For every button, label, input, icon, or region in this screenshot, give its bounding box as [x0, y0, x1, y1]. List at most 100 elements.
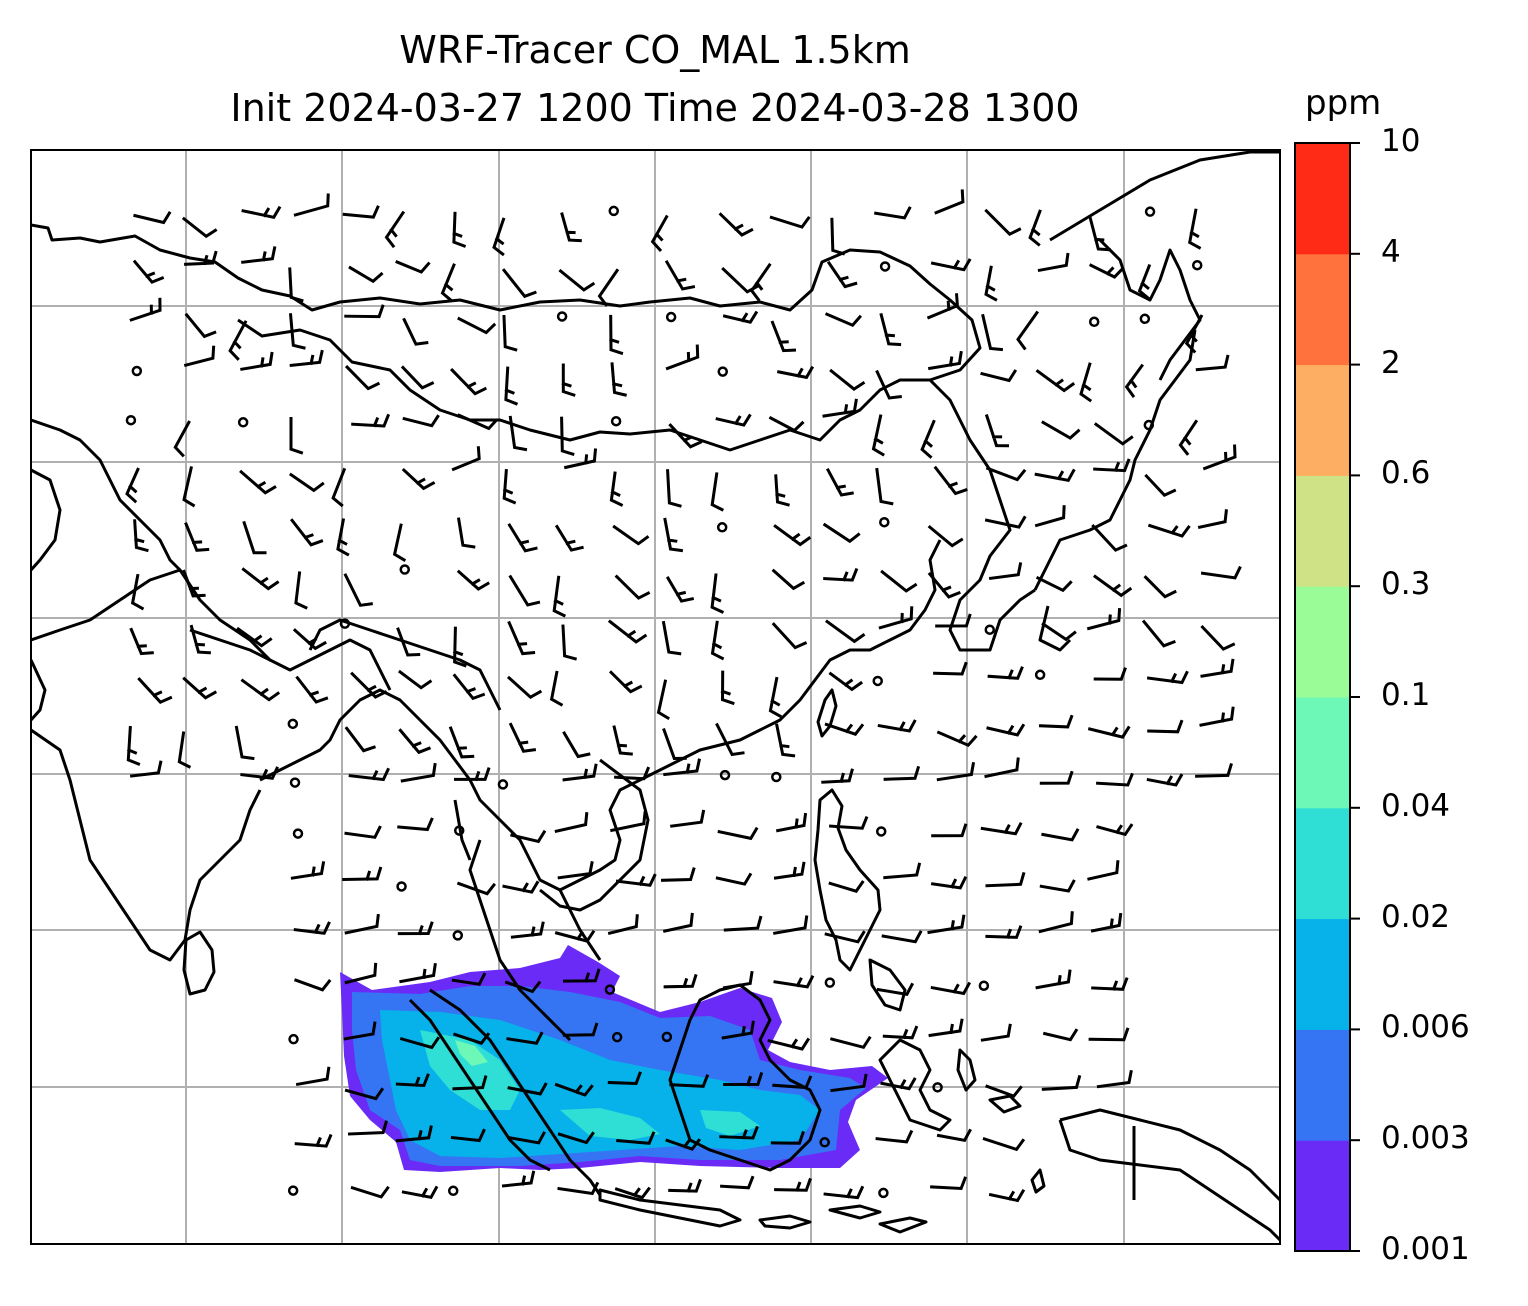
- wind-barb: [723, 915, 763, 932]
- wind-barb: [507, 1082, 548, 1096]
- wind-barb: [289, 518, 324, 547]
- colorbar-segment: [1295, 475, 1350, 587]
- wind-barb: [1090, 912, 1123, 933]
- wind-barb: [610, 362, 628, 397]
- wind-barb: [451, 972, 487, 986]
- wind-barb: [449, 367, 488, 396]
- wind-barb: [1200, 624, 1236, 651]
- wind-barb: [662, 727, 687, 761]
- wind-barb: [402, 317, 429, 346]
- wind-barb: [933, 465, 968, 496]
- wind-barb: [1199, 706, 1235, 727]
- wind-barb: [597, 268, 620, 307]
- wind-barb: [825, 467, 854, 497]
- calm-wind-marker: [1034, 669, 1046, 681]
- wind-barb: [665, 344, 700, 371]
- wind-barb: [980, 1023, 1012, 1042]
- colorbar-tick-label: 0.04: [1381, 787, 1451, 824]
- wind-barb: [718, 212, 754, 237]
- wind-barb: [985, 466, 1027, 482]
- wind-barb: [1093, 458, 1131, 473]
- calm-wind-marker: [287, 718, 299, 730]
- calm-wind-marker: [879, 261, 891, 272]
- wind-barb: [829, 368, 866, 391]
- wind-barb: [1202, 444, 1237, 471]
- wind-barb: [183, 345, 216, 368]
- wind-barb: [927, 524, 964, 548]
- wind-barb: [931, 823, 968, 838]
- wind-barb: [240, 678, 281, 702]
- wind-barb: [554, 1082, 594, 1097]
- wind-barb: [228, 320, 248, 361]
- wind-barb: [774, 1177, 812, 1192]
- wind-barb: [241, 567, 280, 591]
- wind-barb: [930, 1176, 968, 1191]
- calm-wind-marker: [125, 414, 137, 426]
- wind-barb: [344, 304, 385, 319]
- wind-barb: [1041, 1074, 1082, 1091]
- wind-barb: [1041, 828, 1080, 842]
- calm-wind-marker: [665, 311, 677, 323]
- wind-barb: [239, 469, 277, 495]
- calm-wind-marker: [875, 826, 887, 837]
- wind-barb: [982, 1137, 1026, 1152]
- wind-barb: [1034, 468, 1076, 482]
- wind-barb: [661, 620, 682, 656]
- wind-barb: [397, 921, 434, 936]
- wind-barb: [876, 982, 915, 996]
- wind-barb: [930, 258, 972, 272]
- wind-barb: [823, 567, 859, 582]
- wind-barb: [986, 723, 1026, 737]
- wind-barb: [450, 1128, 486, 1143]
- wind-barb: [830, 217, 846, 256]
- calm-wind-marker: [604, 984, 616, 995]
- wind-barb: [607, 619, 648, 644]
- wind-barb: [401, 467, 436, 491]
- wind-barb: [985, 871, 1026, 888]
- wind-barb: [294, 571, 308, 610]
- calm-wind-marker: [717, 366, 729, 377]
- wind-barb: [660, 867, 696, 882]
- wind-barb: [189, 624, 211, 655]
- wind-barb: [456, 569, 490, 591]
- wind-barb: [1088, 1027, 1130, 1042]
- wind-barb: [350, 1185, 390, 1199]
- calm-wind-marker: [131, 365, 143, 377]
- wind-barb: [336, 518, 350, 557]
- coastlines: [31, 150, 1280, 1242]
- wind-barb: [662, 912, 694, 933]
- calm-wind-marker: [1144, 206, 1156, 217]
- calm-wind-marker: [719, 769, 731, 781]
- colorbar-tick-label: 0.003: [1381, 1120, 1470, 1157]
- calm-wind-marker: [396, 881, 407, 892]
- wind-barb: [554, 812, 589, 833]
- wind-barb: [342, 205, 380, 219]
- colorbar-tick-label: 0.6: [1381, 455, 1431, 492]
- colorbar-tick-label: 0.02: [1381, 898, 1451, 935]
- wind-barb: [510, 829, 547, 844]
- wind-barb: [133, 211, 172, 225]
- wind-barb: [241, 205, 282, 219]
- wind-barb: [824, 312, 863, 328]
- wind-barb: [1195, 354, 1230, 372]
- wind-barb: [883, 862, 922, 880]
- wind-barb: [182, 569, 206, 598]
- calm-wind-marker: [611, 1031, 623, 1043]
- calm-wind-marker: [771, 771, 782, 783]
- wind-barb: [448, 726, 475, 759]
- calm-wind-marker: [661, 1031, 673, 1043]
- wind-barb: [614, 766, 651, 781]
- calm-wind-marker: [288, 1033, 299, 1045]
- wind-barb: [350, 671, 388, 699]
- wind-barb: [1039, 770, 1074, 785]
- wind-barb: [609, 314, 624, 356]
- wind-barb: [1178, 419, 1199, 456]
- wind-barb: [129, 297, 162, 322]
- wind-barb: [616, 1131, 656, 1145]
- colorbar-tick-label: 0.001: [1381, 1231, 1470, 1267]
- wind-barb: [933, 661, 968, 676]
- wind-barb: [1200, 658, 1235, 678]
- wind-barb: [875, 467, 894, 506]
- wind-barb: [331, 467, 347, 508]
- wind-barb: [663, 517, 684, 553]
